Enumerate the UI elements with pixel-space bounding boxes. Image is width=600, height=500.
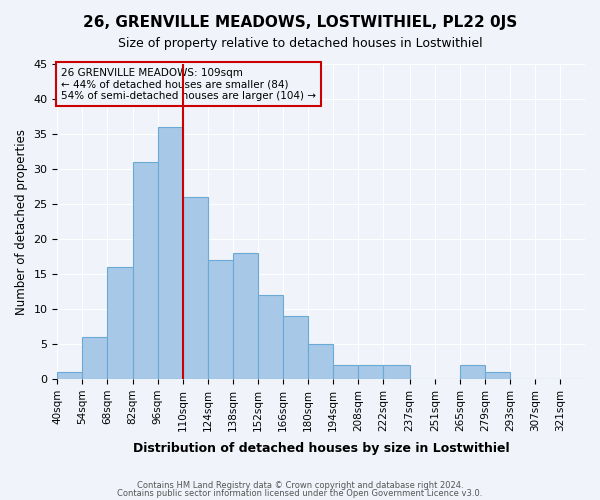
X-axis label: Distribution of detached houses by size in Lostwithiel: Distribution of detached houses by size … bbox=[133, 442, 509, 455]
Bar bbox=[208, 260, 233, 379]
Text: Contains HM Land Registry data © Crown copyright and database right 2024.: Contains HM Land Registry data © Crown c… bbox=[137, 481, 463, 490]
Text: 26 GRENVILLE MEADOWS: 109sqm
← 44% of detached houses are smaller (84)
54% of se: 26 GRENVILLE MEADOWS: 109sqm ← 44% of de… bbox=[61, 68, 316, 100]
Bar bbox=[133, 162, 158, 379]
Bar bbox=[460, 365, 485, 379]
Bar bbox=[182, 197, 208, 379]
Bar bbox=[358, 365, 383, 379]
Bar bbox=[308, 344, 333, 379]
Bar bbox=[485, 372, 510, 379]
Bar bbox=[383, 365, 410, 379]
Bar bbox=[283, 316, 308, 379]
Bar bbox=[233, 253, 258, 379]
Text: 26, GRENVILLE MEADOWS, LOSTWITHIEL, PL22 0JS: 26, GRENVILLE MEADOWS, LOSTWITHIEL, PL22… bbox=[83, 15, 517, 30]
Bar bbox=[258, 295, 283, 379]
Bar bbox=[82, 337, 107, 379]
Text: Contains public sector information licensed under the Open Government Licence v3: Contains public sector information licen… bbox=[118, 488, 482, 498]
Text: Size of property relative to detached houses in Lostwithiel: Size of property relative to detached ho… bbox=[118, 38, 482, 51]
Bar bbox=[107, 267, 133, 379]
Bar bbox=[158, 127, 182, 379]
Y-axis label: Number of detached properties: Number of detached properties bbox=[15, 128, 28, 314]
Bar bbox=[333, 365, 358, 379]
Bar bbox=[58, 372, 82, 379]
